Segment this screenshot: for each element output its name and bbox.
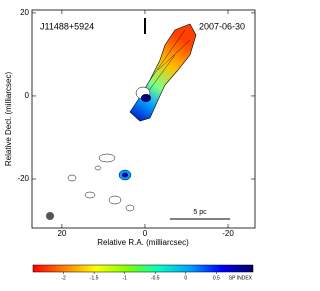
colorbar-tick-label: 0 — [184, 275, 187, 281]
colorbar-label: SP INDEX — [229, 275, 253, 281]
chart: J11488+5924 2007-06-30 5 pc Relative R.A… — [4, 8, 256, 281]
y-tick-label: -20 — [17, 174, 29, 183]
x-tick-label: -20 — [222, 229, 234, 238]
y-tick-label: 0 — [25, 91, 30, 100]
colorbar-tick-label: -1 — [122, 275, 127, 281]
colorbar-tick-label: -2 — [61, 275, 66, 281]
source-name: J11488+5924 — [40, 21, 94, 31]
x-tick-label: 20 — [57, 229, 66, 238]
y-axis-label: Relative Decl. (milliarcsec) — [4, 72, 13, 167]
x-tick-label: 0 — [143, 229, 148, 238]
y-tick-label: 20 — [20, 8, 29, 17]
colorbar-tick-label: -0.5 — [151, 275, 160, 281]
colorbar — [32, 264, 254, 273]
plot-frame — [31, 9, 256, 229]
colorbar-tick-label: -1.5 — [90, 275, 99, 281]
x-axis-label: Relative R.A. (milliarcsec) — [97, 238, 189, 247]
colorbar-tick-label: 0.5 — [213, 275, 220, 281]
epoch: 2007-06-30 — [199, 21, 245, 31]
jet-image — [46, 18, 230, 220]
scale-label: 5 pc — [193, 209, 207, 216]
